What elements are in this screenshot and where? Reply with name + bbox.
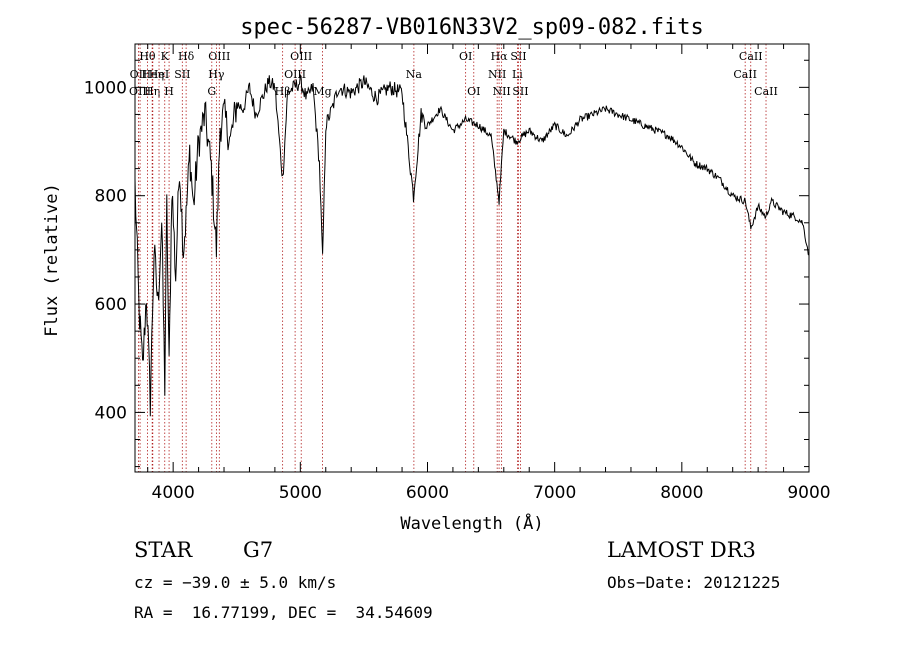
marker-label: CaII bbox=[754, 85, 778, 98]
marker-label: Hδ bbox=[178, 50, 195, 63]
marker-label: Hθ bbox=[139, 50, 156, 63]
marker-label: OII bbox=[130, 68, 148, 81]
marker-label: Hα bbox=[491, 50, 509, 63]
y-axis-label: Flux (relative) bbox=[42, 183, 62, 337]
marker-label: OI bbox=[459, 50, 472, 63]
x-tick-label: 8000 bbox=[660, 483, 703, 503]
marker-label: SII bbox=[512, 85, 528, 98]
marker-label: NII bbox=[492, 85, 510, 98]
marker-label: G bbox=[207, 85, 216, 98]
marker-label: OIII bbox=[284, 68, 306, 81]
marker-label: OIII bbox=[208, 50, 230, 63]
chart-title: spec-56287-VB016N33V2_sp09-082.fits bbox=[240, 15, 704, 40]
emission-line-markers: HθOIIOIIIHeηHηKHeIHHδSIIOIIIHγGOIIIOIIIH… bbox=[129, 44, 778, 472]
observation-date: Obs−Date: 20121225 bbox=[607, 573, 781, 592]
series-line-flux bbox=[134, 73, 810, 417]
marker-label: Hβ bbox=[275, 85, 291, 98]
x-tick-label: 9000 bbox=[787, 483, 830, 503]
marker-label: CaII bbox=[733, 68, 757, 81]
x-tick-label: 6000 bbox=[406, 483, 449, 503]
axis-ticks: 4000 5000 6000 7000 8000 9000 400 600 800 1000 bbox=[84, 44, 831, 503]
marker-label: OI bbox=[467, 85, 480, 98]
marker-label: NII bbox=[488, 68, 506, 81]
object-class: STAR bbox=[134, 538, 193, 562]
x-tick-label: 4000 bbox=[152, 483, 195, 503]
marker-label: Li bbox=[512, 68, 523, 81]
marker-label: K bbox=[161, 50, 170, 63]
x-tick-label: 7000 bbox=[533, 483, 576, 503]
marker-label: CaII bbox=[739, 50, 763, 63]
marker-label: HeI bbox=[149, 68, 169, 81]
marker-label: OIII bbox=[290, 50, 312, 63]
marker-label: SII bbox=[510, 50, 526, 63]
marker-label: Heη bbox=[141, 68, 164, 81]
y-tick-label: 800 bbox=[95, 187, 127, 207]
marker-label: Hη bbox=[144, 85, 160, 98]
y-tick-label: 400 bbox=[95, 403, 127, 423]
sky-coordinates: RA = 16.77199, DEC = 34.54609 bbox=[134, 603, 433, 622]
marker-label: SII bbox=[174, 68, 190, 81]
marker-label: Na bbox=[406, 68, 423, 81]
survey-name: LAMOST DR3 bbox=[607, 538, 756, 562]
redshift-velocity: cz = −39.0 ± 5.0 km/s bbox=[134, 573, 337, 592]
x-tick-label: 5000 bbox=[279, 483, 322, 503]
y-tick-label: 600 bbox=[95, 295, 127, 315]
marker-label: Hγ bbox=[208, 68, 225, 81]
marker-label: Mg bbox=[313, 85, 331, 98]
x-axis-label: Wavelength (Å) bbox=[400, 512, 543, 534]
marker-label: H bbox=[164, 85, 174, 98]
y-tick-label: 1000 bbox=[84, 78, 127, 98]
plot-frame bbox=[134, 43, 810, 473]
object-subclass: G7 bbox=[243, 538, 274, 562]
